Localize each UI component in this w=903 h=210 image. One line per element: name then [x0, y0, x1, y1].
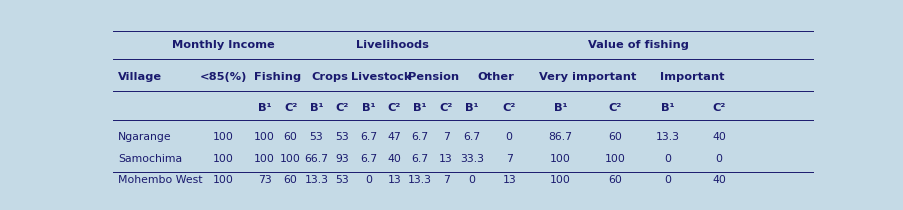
Text: 100: 100 [254, 132, 275, 142]
Text: 60: 60 [284, 175, 297, 185]
Text: 13.3: 13.3 [304, 175, 328, 185]
Text: 0: 0 [468, 175, 475, 185]
Text: Pension: Pension [407, 72, 458, 82]
Text: C²: C² [387, 103, 401, 113]
Text: 0: 0 [715, 154, 721, 164]
Text: Livelihoods: Livelihoods [356, 40, 429, 50]
Text: 93: 93 [335, 154, 349, 164]
Text: 13: 13 [387, 175, 401, 185]
Text: 100: 100 [213, 175, 234, 185]
Text: C²: C² [335, 103, 349, 113]
Text: 6.7: 6.7 [411, 132, 428, 142]
Text: 7: 7 [442, 175, 449, 185]
Text: 40: 40 [712, 132, 725, 142]
Text: Ngarange: Ngarange [117, 132, 172, 142]
Text: C²: C² [284, 103, 297, 113]
Text: 100: 100 [550, 175, 571, 185]
Text: 13.3: 13.3 [656, 132, 679, 142]
Text: 7: 7 [505, 154, 512, 164]
Text: 6.7: 6.7 [359, 132, 377, 142]
Text: 100: 100 [213, 132, 234, 142]
Text: Crops: Crops [311, 72, 348, 82]
Text: 53: 53 [335, 132, 349, 142]
Text: Very important: Very important [538, 72, 636, 82]
Text: 60: 60 [608, 132, 621, 142]
Text: B¹: B¹ [413, 103, 426, 113]
Text: Village: Village [117, 72, 162, 82]
Text: 86.7: 86.7 [548, 132, 572, 142]
Text: 6.7: 6.7 [463, 132, 480, 142]
Text: 100: 100 [254, 154, 275, 164]
Text: 40: 40 [386, 154, 401, 164]
Text: Monthly Income: Monthly Income [172, 40, 275, 50]
Text: Mohembo West: Mohembo West [117, 175, 202, 185]
Text: 66.7: 66.7 [304, 154, 328, 164]
Text: 13: 13 [439, 154, 452, 164]
Text: 0: 0 [664, 154, 671, 164]
Text: 40: 40 [712, 175, 725, 185]
Text: 33.3: 33.3 [460, 154, 483, 164]
Text: C²: C² [502, 103, 516, 113]
Text: <85(%): <85(%) [200, 72, 247, 82]
Text: B¹: B¹ [465, 103, 479, 113]
Text: Livestock: Livestock [350, 72, 411, 82]
Text: 53: 53 [335, 175, 349, 185]
Text: Samochima: Samochima [117, 154, 182, 164]
Text: 6.7: 6.7 [411, 154, 428, 164]
Text: 13: 13 [502, 175, 516, 185]
Text: 60: 60 [284, 132, 297, 142]
Text: 0: 0 [664, 175, 671, 185]
Text: 7: 7 [442, 132, 449, 142]
Text: B¹: B¹ [554, 103, 567, 113]
Text: B¹: B¹ [257, 103, 271, 113]
Text: 100: 100 [550, 154, 571, 164]
Text: 53: 53 [310, 132, 323, 142]
Text: B¹: B¹ [310, 103, 323, 113]
Text: C²: C² [608, 103, 621, 113]
Text: B¹: B¹ [361, 103, 375, 113]
Text: 0: 0 [505, 132, 512, 142]
Text: 100: 100 [213, 154, 234, 164]
Text: 60: 60 [608, 175, 621, 185]
Text: Value of fishing: Value of fishing [587, 40, 688, 50]
Text: 100: 100 [604, 154, 625, 164]
Text: 100: 100 [280, 154, 301, 164]
Text: 0: 0 [365, 175, 371, 185]
Text: Other: Other [478, 72, 514, 82]
Text: B¹: B¹ [661, 103, 675, 113]
Text: Important: Important [660, 72, 724, 82]
Text: 6.7: 6.7 [359, 154, 377, 164]
Text: C²: C² [439, 103, 452, 113]
Text: 47: 47 [387, 132, 401, 142]
Text: Fishing: Fishing [254, 72, 301, 82]
Text: C²: C² [712, 103, 725, 113]
Text: 73: 73 [257, 175, 271, 185]
Text: 13.3: 13.3 [408, 175, 432, 185]
